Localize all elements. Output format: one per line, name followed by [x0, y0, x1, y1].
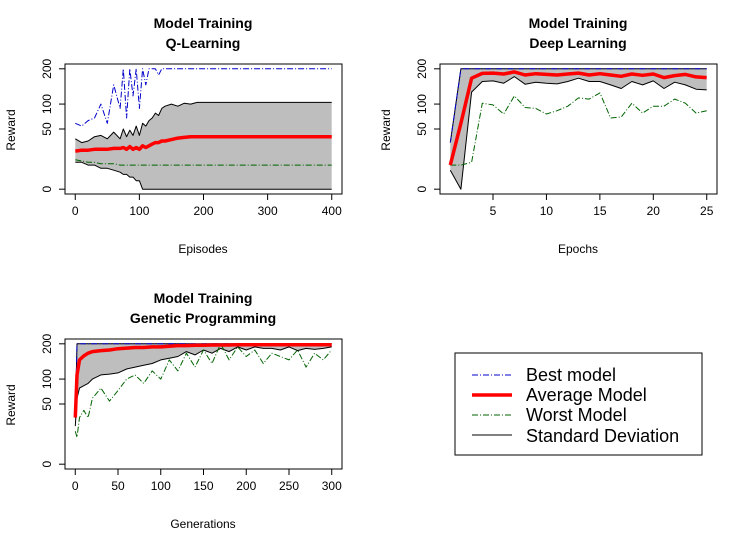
series-line-worst [75, 159, 332, 166]
y-tick-label: 100 [415, 94, 429, 114]
panel-genetic: Model Training Genetic Programming Gener… [4, 290, 343, 531]
panel-title: Model Training [529, 15, 628, 31]
x-tick-label: 25 [700, 204, 714, 218]
y-tick-label: 50 [415, 122, 429, 136]
legend-label-best: Best model [526, 365, 616, 385]
legend-label-average: Average Model [526, 385, 647, 405]
plot-area [448, 68, 707, 190]
y-tick-label: 200 [40, 58, 54, 78]
panel-qlearning: Model Training Q-Learning Episodes Rewar… [4, 15, 343, 256]
y-tick-label: 100 [40, 369, 54, 389]
x-tick-label: 200 [236, 479, 256, 493]
y-axis-label: Reward [4, 384, 18, 425]
x-tick-label: 10 [540, 204, 554, 218]
series-line-worst [74, 343, 333, 438]
panel-deeplearning: Model Training Deep Learning Epochs Rewa… [379, 15, 718, 256]
x-tick-label: 50 [111, 479, 125, 493]
x-tick-label: 100 [151, 479, 171, 493]
plot-frame [439, 63, 718, 195]
panel-subtitle: Q-Learning [166, 35, 241, 51]
series-line-average [73, 342, 332, 418]
y-axis-label: Reward [379, 109, 393, 150]
series-line-average [75, 134, 332, 153]
y-axis-label: Reward [4, 109, 18, 150]
x-tick-label: 0 [72, 204, 79, 218]
y-tick-label: 100 [40, 94, 54, 114]
sd-band [450, 68, 707, 190]
panel-title: Model Training [154, 15, 253, 31]
sd-band [75, 343, 332, 427]
legend-box [454, 352, 703, 456]
x-tick-label: 200 [193, 204, 213, 218]
legend-item-sd: Standard Deviation [472, 426, 679, 446]
x-tick-label: 300 [258, 204, 278, 218]
legend: Best model Average Model Worst Model Sta… [454, 352, 703, 456]
legend-item-best: Best model [472, 365, 616, 385]
x-tick-label: 15 [593, 204, 607, 218]
series-line-sd-lower [75, 161, 332, 190]
legend-label-sd: Standard Deviation [526, 426, 679, 446]
plot-area [75, 68, 332, 190]
x-tick-label: 20 [647, 204, 661, 218]
x-tick-label: 400 [322, 204, 342, 218]
x-tick-label: 5 [490, 204, 497, 218]
x-axis-label: Generations [170, 517, 235, 531]
x-tick-label: 150 [193, 479, 213, 493]
y-tick-label: 200 [415, 58, 429, 78]
x-tick-label: 100 [129, 204, 149, 218]
y-tick-label: 50 [40, 397, 54, 411]
legend-item-worst: Worst Model [472, 405, 627, 425]
sd-band [75, 102, 332, 190]
x-axis-label: Epochs [558, 242, 598, 256]
y-tick-label: 200 [40, 333, 54, 353]
series-line-best [449, 68, 707, 143]
y-tick-label: 0 [40, 461, 54, 468]
x-tick-label: 0 [72, 479, 79, 493]
series-line-best [75, 68, 332, 127]
series-line-sd-upper [75, 101, 332, 144]
x-tick-label: 300 [322, 479, 342, 493]
plot-area [73, 342, 333, 438]
x-axis-label: Episodes [178, 242, 227, 256]
y-tick-label: 50 [40, 122, 54, 136]
legend-label-worst: Worst Model [526, 405, 627, 425]
y-tick-label: 0 [40, 186, 54, 193]
series-line-worst [450, 92, 707, 166]
series-line-average [448, 70, 707, 166]
panel-title: Model Training [154, 290, 253, 306]
series-line-sd-lower [74, 346, 332, 427]
series-line-sd-lower [449, 76, 707, 190]
legend-item-average: Average Model [472, 385, 647, 405]
panel-subtitle: Deep Learning [529, 35, 626, 51]
x-tick-label: 250 [279, 479, 299, 493]
panel-subtitle: Genetic Programming [130, 310, 276, 326]
y-tick-label: 0 [415, 186, 429, 193]
